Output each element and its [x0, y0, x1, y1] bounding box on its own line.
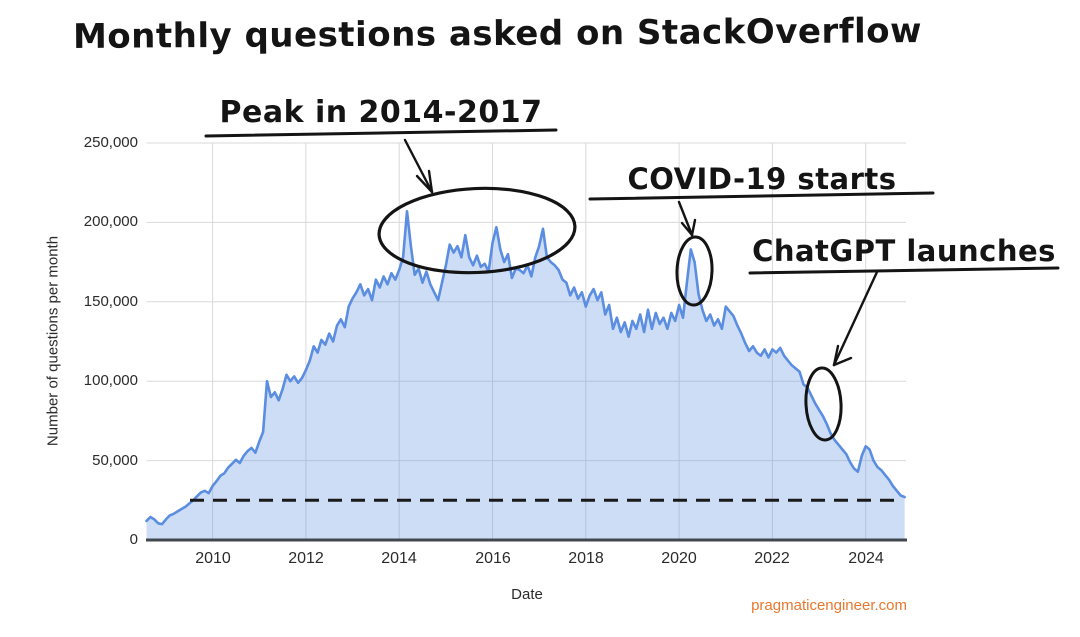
annotation-chatgpt-label: ChatGPT launches [752, 234, 1056, 268]
area-series-fill [146, 211, 905, 541]
peak-ellipse [377, 186, 577, 275]
y-tick-250000: 250,000 [83, 134, 138, 151]
x-tick-2020: 2020 [661, 550, 697, 567]
watermark-link[interactable]: pragmaticengineer.com [751, 597, 907, 614]
x-tick-2010: 2010 [195, 550, 231, 567]
chatgpt-underline [748, 266, 1060, 275]
y-axis-title: Number of questions per month [44, 235, 62, 447]
y-tick-50000: 50,000 [92, 452, 138, 469]
y-tick-150000: 150,000 [83, 293, 138, 310]
x-tick-2018: 2018 [568, 550, 604, 567]
y-tick-200000: 200,000 [83, 213, 138, 230]
peak-arrow [403, 138, 434, 194]
x-tick-2022: 2022 [754, 550, 790, 567]
x-tick-2012: 2012 [288, 550, 324, 567]
annotation-peak-label: Peak in 2014-2017 [219, 95, 543, 130]
y-tick-100000: 100,000 [83, 372, 138, 389]
chatgpt-ellipse [804, 366, 843, 442]
gridlines [146, 142, 906, 540]
annotation-shapes [204, 128, 1060, 442]
annotation-covid-label: COVID-19 starts [627, 162, 897, 196]
x-axis-title: Date [511, 586, 543, 603]
y-tick-0: 0 [129, 531, 138, 548]
chart-title: Monthly questions asked on StackOverflow [72, 11, 923, 57]
covid-ellipse [675, 235, 714, 307]
peak-underline [204, 128, 558, 138]
covid-underline [588, 191, 935, 201]
x-tick-2024: 2024 [848, 550, 884, 567]
covid-arrow [677, 200, 697, 237]
area-series-line [145, 210, 906, 526]
x-tick-2016: 2016 [475, 550, 511, 567]
chatgpt-arrow [832, 270, 879, 367]
x-tick-2014: 2014 [381, 550, 417, 567]
